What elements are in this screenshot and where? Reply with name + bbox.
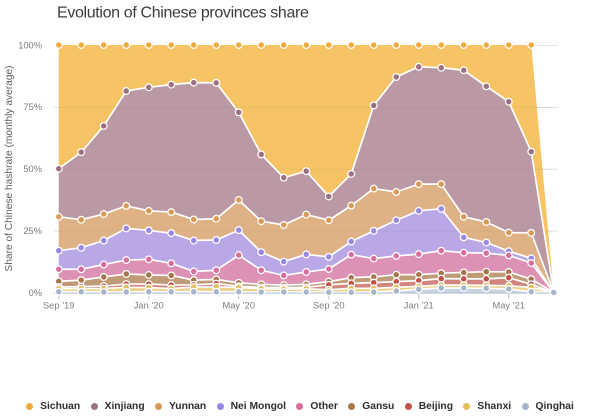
svg-text:Jan ’21: Jan ’21 <box>404 300 434 310</box>
svg-text:75%: 75% <box>23 102 42 112</box>
svg-text:Evolution of Chinese provinces: Evolution of Chinese provinces share <box>57 5 309 22</box>
svg-text:25%: 25% <box>23 226 42 236</box>
svg-text:May ’20: May ’20 <box>222 300 255 310</box>
svg-text:May ’21: May ’21 <box>492 300 525 310</box>
svg-text:Sep ’20: Sep ’20 <box>313 300 345 310</box>
svg-text:0%: 0% <box>29 288 42 298</box>
svg-text:Jan ’20: Jan ’20 <box>134 300 164 310</box>
svg-text:Sep ’19: Sep ’19 <box>43 300 75 310</box>
svg-text:50%: 50% <box>23 164 42 174</box>
svg-text:Share of Chinese hashrate (mon: Share of Chinese hashrate (monthly avera… <box>4 65 15 271</box>
svg-text:100%: 100% <box>18 40 42 50</box>
